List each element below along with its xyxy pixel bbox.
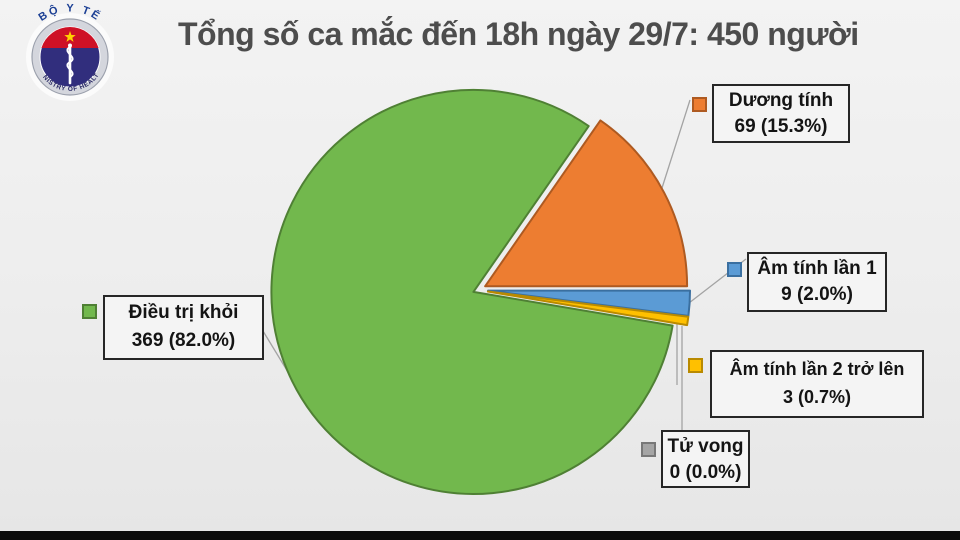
leader-line-duong-tinh bbox=[661, 99, 691, 189]
data-label-value: 9 (2.0%) bbox=[781, 284, 853, 305]
pie-slices-layer bbox=[270, 89, 691, 495]
data-label-am-tinh-2: Âm tính lần 2 trở lên 3 (0.7%) bbox=[710, 350, 924, 418]
data-label-value: 369 (82.0%) bbox=[131, 330, 236, 351]
data-label-value: 0 (0.0%) bbox=[669, 462, 742, 483]
star-icon bbox=[64, 31, 76, 42]
data-label-value: 69 (15.3%) bbox=[734, 116, 828, 137]
data-label-name: Âm tính lần 2 trở lên bbox=[729, 359, 905, 379]
page-title: Tổng số ca mắc đến 18h ngày 29/7: 450 ng… bbox=[178, 16, 859, 52]
data-label-value: 3 (0.7%) bbox=[782, 387, 852, 407]
data-label-duong-tinh: Dương tính 69 (15.3%) bbox=[712, 84, 850, 143]
data-label-name: Dương tính bbox=[728, 90, 834, 111]
pie-slice-duong-tinh bbox=[484, 119, 689, 288]
data-label-am-tinh-1: Âm tính lần 1 9 (2.0%) bbox=[747, 252, 887, 312]
pie-slice-am-tinh-2 bbox=[486, 290, 690, 327]
data-label-name: Tử vong bbox=[667, 436, 744, 457]
bottom-black-bar bbox=[0, 531, 960, 540]
legend-marker-am-tinh-1 bbox=[727, 262, 742, 277]
legend-marker-duong-tinh bbox=[692, 97, 707, 112]
legend-marker-am-tinh-2 bbox=[688, 358, 703, 373]
legend-marker-tu-vong bbox=[641, 442, 656, 457]
ministry-of-health-logo: BỘ Y TẾ MINISTRY OF HEALTH bbox=[20, 2, 114, 101]
legend-marker-dieu-tri-khoi bbox=[82, 304, 97, 319]
rod-of-asclepius-icon bbox=[66, 43, 74, 85]
data-label-tu-vong: Tử vong 0 (0.0%) bbox=[661, 430, 750, 488]
data-label-name: Điều trị khỏi bbox=[128, 302, 239, 323]
data-label-dieu-tri-khoi: Điều trị khỏi 369 (82.0%) bbox=[103, 295, 264, 360]
pie-slice-dieu-tri-khoi bbox=[270, 89, 674, 495]
data-label-name: Âm tính lần 1 bbox=[757, 258, 877, 279]
